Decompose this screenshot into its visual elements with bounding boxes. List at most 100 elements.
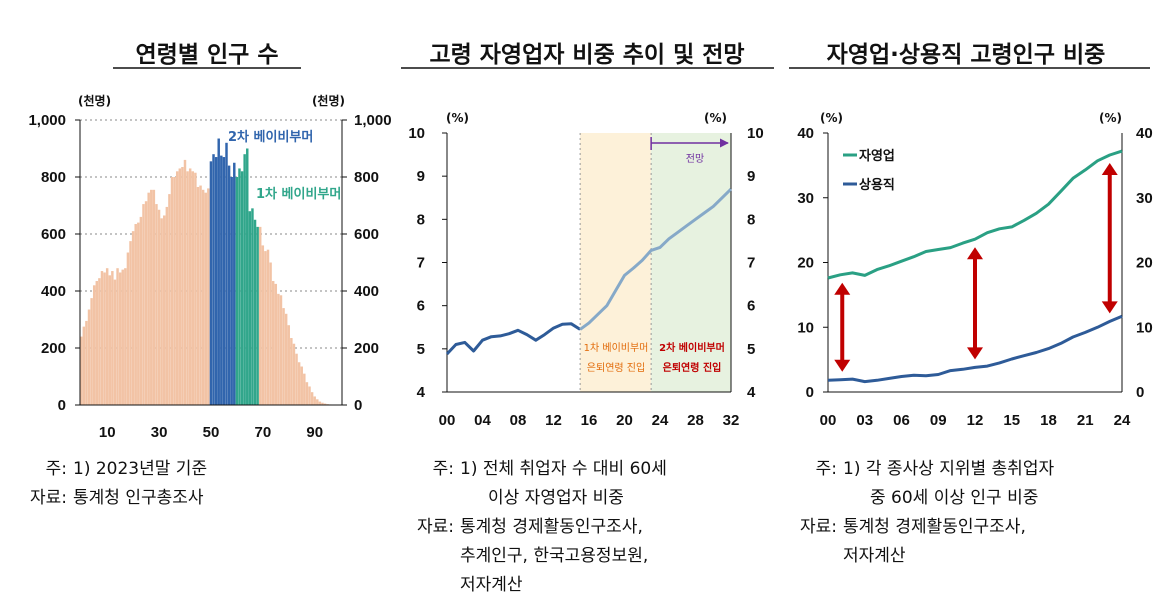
chart-1-bar: [188, 168, 192, 405]
chart-1-bar: [220, 155, 223, 405]
chart-1-bars: [80, 138, 337, 406]
chart-1-bar: [253, 219, 257, 405]
chart-1-bar: [175, 171, 179, 405]
chart-2-ytick-left: 6: [417, 298, 425, 315]
chart-1-bar: [165, 206, 169, 405]
chart-1-title: 연령별 인구 수: [136, 42, 279, 68]
chart-2-series-line: [445, 322, 581, 356]
chart-3-xtick: 12: [967, 412, 984, 429]
chart-1-bar: [116, 268, 119, 405]
chart-1-bar: [274, 283, 278, 405]
chart-2-note-text-4: 추계인구, 한국고용정보원,: [460, 546, 648, 566]
chart-1-unit-right: (천명): [312, 93, 345, 108]
chart-3-note-text-3: 통계청 경제활동인구조사,: [843, 517, 1026, 537]
chart-1-bar: [233, 162, 236, 405]
chart-2-band: [651, 133, 731, 392]
chart-1-bar: [80, 336, 83, 405]
chart-2-note-text-5: 저자계산: [460, 575, 523, 595]
chart-1-bar: [318, 401, 322, 405]
chart-1-xtick: 10: [99, 424, 116, 441]
chart-1-bar: [256, 226, 259, 405]
chart-1-bar: [118, 272, 122, 405]
chart-1-bar: [230, 177, 233, 405]
chart-3-note-text-1: 1) 각 종사상 지위별 총취업자: [843, 459, 1054, 479]
chart-1-bar: [287, 325, 290, 405]
chart-1-bar: [261, 245, 265, 405]
chart-1-bar: [251, 208, 254, 405]
chart-3-xtick: 18: [1040, 412, 1057, 429]
chart-1-bar: [144, 201, 148, 405]
chart-2-unit-right: (%): [704, 111, 727, 125]
chart-2-band-2-label-b: 은퇴연령 진입: [663, 361, 722, 374]
chart-1-xtick: 30: [151, 424, 168, 441]
chart-3-xtick: 06: [893, 412, 910, 429]
chart-1-bar: [126, 252, 130, 405]
chart-1-age-population: 연령별 인구 수 (천명) (천명) 0 0 200 200 400 400 600 600 8…: [28, 42, 391, 441]
chart-1-bar: [170, 177, 174, 405]
chart-1-bar: [181, 167, 184, 405]
chart-2-ytick-right: 10: [747, 125, 764, 142]
chart-1-bar: [225, 142, 228, 406]
chart-1-bar: [168, 194, 171, 405]
chart-2-band-2-label-a: 2차 베이비부머: [659, 341, 725, 354]
chart-2-xtick: 16: [581, 412, 598, 429]
chart-1-ytick-right: 400: [354, 283, 379, 300]
chart-1-ytick-right: 200: [354, 340, 379, 357]
chart-2-self-employed-share: 고령 자영업자 비중 추이 및 전망 4 4 5 5 6 6 7 7 8 8 9 9 10 10 00 04 0…: [401, 42, 774, 429]
chart-1-bar: [160, 218, 163, 405]
chart-2-note-text-1: 1) 전체 취업자 수 대비 60세: [460, 459, 667, 479]
chart-3-xtick: 09: [930, 412, 947, 429]
chart-2-note-text-2: 이상 자영업자 비중: [488, 488, 624, 508]
chart-1-bar: [300, 366, 303, 405]
chart-3-notes: 주: 1) 각 종사상 지위별 총취업자 중 60세 이상 인구 비중 자료: …: [800, 459, 1054, 566]
chart-3-arrowhead-down: [834, 359, 851, 372]
chart-1-bar: [212, 154, 215, 405]
chart-1-bar: [95, 281, 99, 405]
chart-2-xtick: 04: [474, 412, 491, 429]
chart-1-ytick-right: 1,000: [354, 112, 392, 129]
chart-1-bar: [137, 222, 140, 405]
chart-3-ytick-right: 0: [1136, 384, 1144, 401]
chart-1-bar: [238, 168, 241, 405]
chart-1-bar: [305, 382, 309, 405]
chart-3-note-prefix-3: 자료:: [800, 517, 837, 537]
chart-1-bar: [121, 269, 124, 405]
chart-1-annotation-1st-boomer: 1차 베이비부머: [256, 186, 341, 202]
chart-1-bar: [183, 159, 187, 405]
chart-1-xtick: 70: [255, 424, 272, 441]
chart-1-note-prefix-1: 주:: [46, 459, 67, 479]
chart-1-xtick: 50: [203, 424, 220, 441]
chart-2-ytick-left: 10: [408, 125, 425, 142]
chart-1-tick-labels: 0 0 200 200 400 400 600 600 800 800 1,000 1,000 10 30…: [28, 112, 391, 441]
chart-1-ytick-right: 0: [354, 397, 362, 414]
chart-1-bar: [284, 313, 288, 405]
chart-1-bar: [248, 211, 252, 405]
chart-1-bar: [82, 326, 86, 405]
chart-1-bar: [266, 249, 270, 405]
chart-3-arrows: [834, 163, 1118, 372]
chart-2-tick-labels: 4 4 5 5 6 6 7 7 8 8 9 9 10 10 00 04 08 12 16 20 24 28 32: [408, 125, 763, 429]
chart-2-axes: [442, 132, 732, 393]
chart-1-bar: [103, 272, 106, 405]
chart-1-bar: [111, 271, 114, 405]
chart-1-ytick-right: 800: [354, 169, 379, 186]
chart-3-ytick-right: 10: [1136, 319, 1153, 336]
chart-1-bar: [191, 171, 195, 405]
chart-2-note-text-3: 통계청 경제활동인구조사,: [460, 517, 643, 537]
chart-3-ytick-right: 30: [1136, 190, 1153, 207]
chart-3-ytick-left: 30: [797, 190, 814, 207]
chart-1-bar: [264, 251, 267, 405]
chart-1-bar: [124, 268, 127, 405]
chart-2-lines: [445, 188, 733, 356]
chart-3-xtick: 03: [856, 412, 873, 429]
chart-1-bar: [113, 279, 117, 405]
chart-3-note-text-2: 중 60세 이상 인구 비중: [870, 488, 1038, 508]
chart-3-arrowhead-up: [1101, 163, 1118, 176]
chart-1-bar: [207, 188, 210, 405]
chart-1-bar: [282, 308, 285, 405]
chart-2-ytick-left: 9: [417, 168, 425, 185]
chart-2-unit-left: (%): [446, 111, 469, 125]
chart-3-ytick-left: 40: [797, 125, 814, 142]
